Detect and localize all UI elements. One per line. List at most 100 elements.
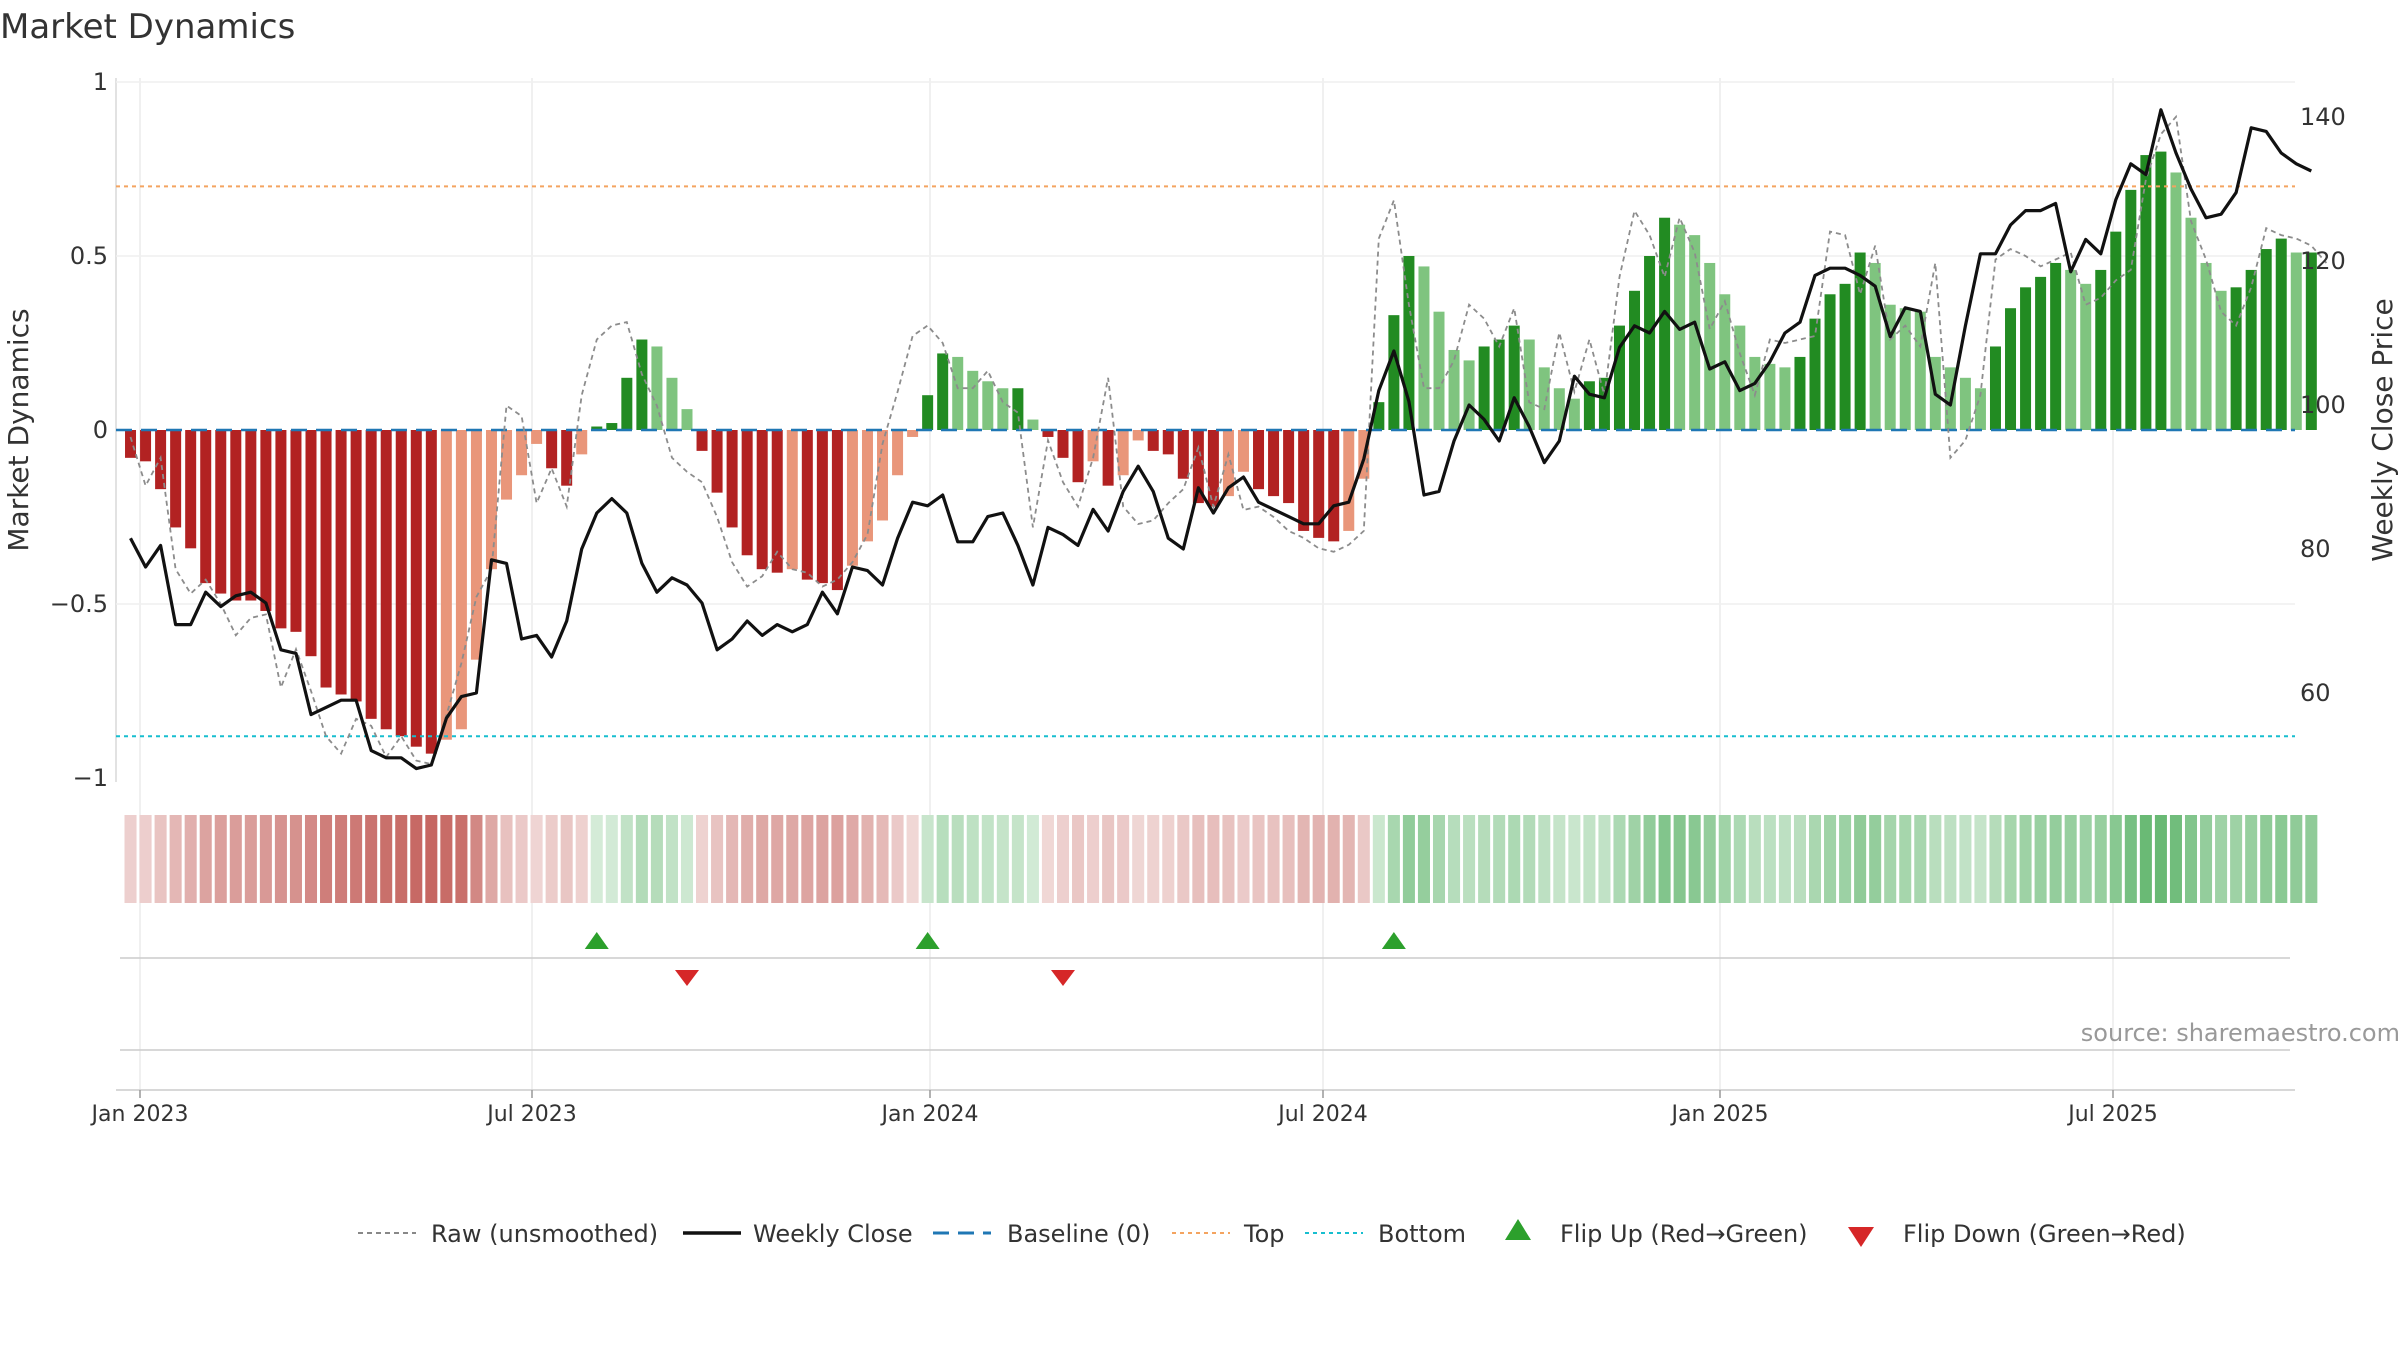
heat-cell-85 (1402, 815, 1415, 903)
momentum-bar-16 (365, 430, 377, 719)
heat-cell-77 (1282, 815, 1295, 903)
heat-cell-35 (650, 815, 663, 903)
heat-cell-43 (771, 815, 784, 903)
heat-cell-128 (2049, 815, 2062, 903)
momentum-bar-119 (1914, 311, 1926, 430)
momentum-bar-126 (2020, 287, 2032, 430)
heat-cell-55 (951, 815, 964, 903)
heat-cell-2 (154, 815, 167, 903)
momentum-bar-54 (937, 353, 949, 430)
momentum-bar-31 (591, 426, 603, 430)
momentum-bar-36 (666, 377, 678, 430)
momentum-bar-76 (1268, 430, 1280, 497)
momentum-bar-15 (350, 430, 362, 702)
momentum-bar-21 (440, 430, 452, 740)
heat-cell-40 (726, 815, 739, 903)
momentum-bar-68 (1147, 430, 1159, 451)
heat-cell-114 (1839, 815, 1852, 903)
heat-cell-41 (741, 815, 754, 903)
legend-label-raw: Raw (unsmoothed) (431, 1220, 658, 1248)
heat-cell-144 (2290, 815, 2303, 903)
heat-cell-25 (500, 815, 513, 903)
heat-cell-67 (1132, 815, 1145, 903)
momentum-bar-127 (2035, 276, 2047, 430)
momentum-bar-9 (260, 430, 272, 611)
momentum-bar-129 (2065, 269, 2077, 430)
axes-layer: Jan 2023 Jul 2023 Jan 2024 Jul 2024 Jan 2025… (50, 68, 2346, 1127)
heat-cell-125 (2004, 815, 2017, 903)
heat-cell-97 (1583, 815, 1596, 903)
heat-cell-68 (1147, 815, 1160, 903)
heat-cell-113 (1824, 815, 1837, 903)
momentum-bar-137 (2185, 217, 2197, 430)
heat-cell-131 (2094, 815, 2107, 903)
momentum-bar-105 (1704, 262, 1716, 430)
heat-cell-137 (2184, 815, 2198, 903)
heat-cell-70 (1177, 815, 1190, 903)
momentum-bar-144 (2290, 252, 2302, 430)
momentum-bar-90 (1478, 346, 1490, 430)
heat-cell-7 (229, 815, 242, 903)
heat-cell-4 (184, 815, 197, 903)
momentum-bar-3 (170, 430, 182, 528)
heat-cell-46 (816, 815, 829, 903)
heat-cell-9 (259, 815, 272, 903)
left-tick-label-2: 0 (93, 416, 108, 444)
heat-cell-1 (139, 815, 152, 903)
momentum-bar-99 (1613, 325, 1625, 430)
heat-cell-140 (2230, 815, 2243, 903)
heat-cell-78 (1297, 815, 1310, 903)
x-tick-label-0: Jan 2023 (90, 1102, 189, 1127)
heat-cell-73 (1222, 815, 1235, 903)
momentum-bar-61 (1042, 430, 1054, 437)
heat-cell-27 (530, 815, 543, 903)
momentum-bar-140 (2230, 287, 2242, 430)
momentum-bar-110 (1779, 367, 1791, 430)
heat-cell-60 (1026, 815, 1039, 903)
heat-cell-45 (801, 815, 814, 903)
heat-cell-102 (1658, 815, 1671, 903)
heat-cell-123 (1974, 815, 1987, 903)
momentum-bar-45 (801, 430, 813, 580)
heat-cell-89 (1463, 815, 1476, 903)
momentum-bar-18 (395, 430, 407, 737)
heat-cell-108 (1748, 815, 1761, 903)
heat-cell-99 (1613, 815, 1626, 903)
heat-cell-115 (1854, 815, 1867, 903)
heat-cell-121 (1944, 815, 1957, 903)
left-tick-label-1: 0.5 (70, 242, 108, 270)
momentum-bar-67 (1132, 430, 1144, 441)
heat-cell-91 (1493, 815, 1506, 903)
heat-cell-26 (515, 815, 528, 903)
momentum-bar-17 (380, 430, 392, 730)
momentum-bar-98 (1598, 377, 1610, 430)
momentum-bar-130 (2080, 283, 2092, 430)
momentum-bar-22 (455, 430, 467, 730)
heat-cell-96 (1568, 815, 1581, 903)
heat-cell-0 (124, 815, 137, 903)
raw-unsmoothed-line (129, 114, 2328, 766)
momentum-bar-50 (877, 430, 889, 521)
heat-cell-57 (981, 815, 994, 903)
momentum-bar-78 (1298, 430, 1310, 531)
x-tick-label-5: Jul 2025 (2066, 1102, 2158, 1127)
heat-cell-34 (635, 815, 648, 903)
heat-cell-127 (2034, 815, 2047, 903)
momentum-bar-132 (2110, 231, 2122, 430)
heat-cell-19 (410, 815, 423, 903)
x-tick-label-1: Jul 2023 (485, 1102, 577, 1127)
momentum-bar-96 (1568, 398, 1580, 430)
heat-cell-22 (455, 815, 468, 903)
momentum-bar-46 (816, 430, 828, 584)
heat-cell-79 (1312, 815, 1325, 903)
momentum-bar-92 (1508, 325, 1520, 430)
heat-cell-66 (1117, 815, 1130, 903)
momentum-bar-40 (726, 430, 738, 528)
momentum-bar-41 (741, 430, 753, 556)
momentum-bar-109 (1764, 363, 1776, 430)
momentum-bar-91 (1493, 339, 1505, 430)
momentum-bar-118 (1899, 308, 1911, 430)
heat-cell-129 (2064, 815, 2077, 903)
legend-label-flip-up: Flip Up (Red→Green) (1560, 1220, 1808, 1248)
momentum-bar-97 (1583, 381, 1595, 430)
